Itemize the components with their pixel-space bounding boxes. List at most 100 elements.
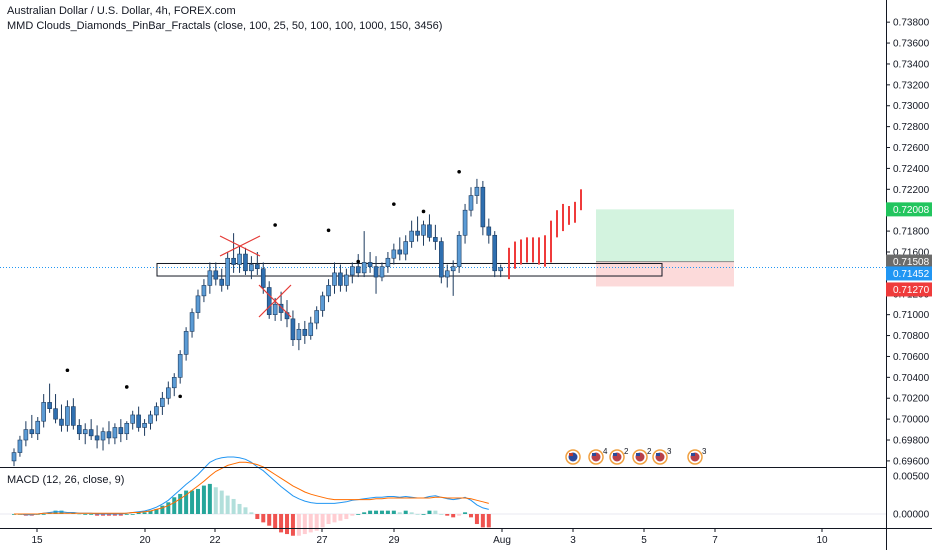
support-zone-box[interactable] <box>156 262 663 277</box>
candle-body[interactable] <box>136 414 141 428</box>
candle-body[interactable] <box>154 406 159 416</box>
candle-body[interactable] <box>189 312 195 332</box>
candle-body[interactable] <box>213 270 219 280</box>
candle-body[interactable] <box>409 230 414 242</box>
candle-body[interactable] <box>439 241 444 278</box>
candle-body[interactable] <box>237 253 242 265</box>
signal-line[interactable] <box>14 461 489 515</box>
candle-body[interactable] <box>450 266 456 272</box>
candle-body[interactable] <box>480 186 486 228</box>
candle-body[interactable] <box>112 427 118 439</box>
candle-body[interactable] <box>486 226 492 236</box>
symbol-title[interactable]: Australian Dollar / U.S. Dollar, 4h, FOR… <box>7 5 236 17</box>
candle-body[interactable] <box>219 278 225 286</box>
candle-body[interactable] <box>106 431 112 439</box>
candle-body[interactable] <box>82 429 88 435</box>
candle-body[interactable] <box>444 270 450 278</box>
candle-body[interactable] <box>160 397 165 407</box>
candle-body[interactable] <box>124 423 130 435</box>
candle-body[interactable] <box>421 224 426 236</box>
candle-body[interactable] <box>355 266 361 274</box>
candle-body[interactable] <box>373 266 379 278</box>
candle-body[interactable] <box>41 402 46 422</box>
candle-body[interactable] <box>314 310 319 324</box>
candle-body[interactable] <box>474 186 480 196</box>
price-tag <box>886 282 932 297</box>
candle-body[interactable] <box>130 414 135 424</box>
candle-body[interactable] <box>433 237 438 242</box>
candle-body[interactable] <box>415 230 420 236</box>
candle-body[interactable] <box>166 387 171 399</box>
candle-body[interactable] <box>59 418 64 426</box>
candle-body[interactable] <box>391 249 397 259</box>
candle-body[interactable] <box>118 427 124 435</box>
candle-body[interactable] <box>427 224 432 238</box>
fractal-dot <box>178 394 182 399</box>
indicator-title[interactable]: MMD Clouds_Diamonds_PinBar_Fractals (clo… <box>7 20 443 32</box>
macd-histogram-bar <box>231 498 236 514</box>
candle-body[interactable] <box>201 285 207 297</box>
price-tag <box>886 202 932 217</box>
candle-body[interactable] <box>338 272 343 286</box>
macd-title[interactable]: MACD (12, 26, close, 9) <box>7 474 125 486</box>
candle-body[interactable] <box>23 429 29 441</box>
macd-tick-label: 0.00500 <box>893 472 930 483</box>
candle-body[interactable] <box>17 439 23 453</box>
candle-body[interactable] <box>195 295 201 313</box>
candle-body[interactable] <box>225 257 230 286</box>
candle-body[interactable] <box>65 406 70 426</box>
candle-body[interactable] <box>47 402 52 409</box>
candle-body[interactable] <box>296 328 302 341</box>
macd-histogram-bar <box>332 514 337 523</box>
candle-body[interactable] <box>142 423 147 428</box>
candle-body[interactable] <box>361 262 367 274</box>
candle-body[interactable] <box>255 264 260 270</box>
candle-body[interactable] <box>498 267 503 272</box>
target-zone[interactable] <box>596 209 734 262</box>
candle-body[interactable] <box>344 274 349 286</box>
cross-mark[interactable] <box>219 235 261 257</box>
candle-body[interactable] <box>148 414 153 424</box>
macd-line[interactable] <box>14 456 489 516</box>
candle-body[interactable] <box>403 241 409 255</box>
macd-tick-label: 0.00000 <box>893 510 930 521</box>
candle-body[interactable] <box>290 318 296 341</box>
candle-body[interactable] <box>11 452 17 462</box>
macd-histogram-bar <box>112 514 117 516</box>
candle-body[interactable] <box>94 435 100 441</box>
candle-body[interactable] <box>379 266 385 278</box>
candle-body[interactable] <box>183 331 189 355</box>
candle-body[interactable] <box>492 234 498 272</box>
candle-body[interactable] <box>302 328 308 336</box>
candle-body[interactable] <box>332 272 337 286</box>
candle-body[interactable] <box>349 266 355 276</box>
candle-body[interactable] <box>385 257 391 267</box>
candle-body[interactable] <box>100 431 106 441</box>
candle-body[interactable] <box>177 354 183 378</box>
candle-body[interactable] <box>243 253 248 272</box>
cross-mark[interactable] <box>258 284 292 318</box>
candle-body[interactable] <box>456 234 462 267</box>
candle-body[interactable] <box>320 295 325 311</box>
candle-body[interactable] <box>171 377 177 389</box>
candle-body[interactable] <box>260 268 266 288</box>
candle-body[interactable] <box>367 262 373 267</box>
candle-body[interactable] <box>71 406 76 426</box>
candle-body[interactable] <box>266 287 272 315</box>
candle-body[interactable] <box>231 257 236 265</box>
candle-body[interactable] <box>29 429 35 435</box>
candle-body[interactable] <box>207 270 213 286</box>
candle-body[interactable] <box>326 285 331 297</box>
stop-zone[interactable] <box>596 261 734 287</box>
candle-body[interactable] <box>272 303 278 315</box>
candle-body[interactable] <box>76 425 82 435</box>
candle-body[interactable] <box>468 195 474 211</box>
candle-body[interactable] <box>35 420 41 435</box>
candle-body[interactable] <box>462 209 468 236</box>
candle-body[interactable] <box>53 408 58 420</box>
candle-body[interactable] <box>249 264 254 272</box>
candle-body[interactable] <box>88 429 94 437</box>
candle-body[interactable] <box>397 249 403 255</box>
candle-body[interactable] <box>308 322 314 336</box>
